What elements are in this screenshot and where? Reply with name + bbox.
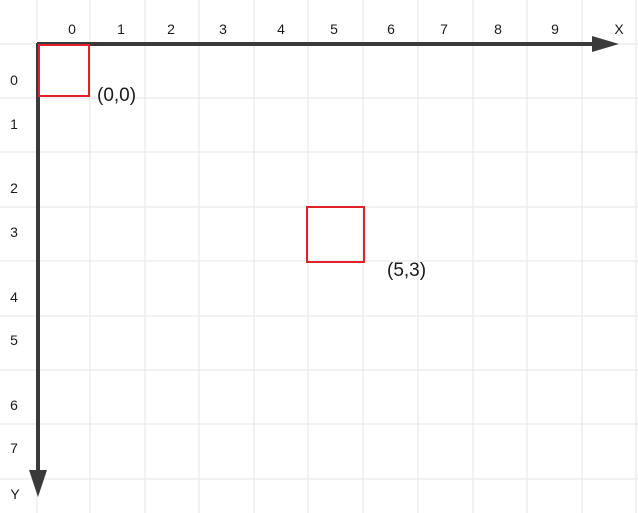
- y-tick: 1: [10, 116, 18, 132]
- x-tick: 2: [167, 21, 175, 37]
- marker-cell-5-3: [306, 206, 365, 263]
- x-tick: 7: [440, 21, 448, 37]
- marker-label-0-0: (0,0): [97, 85, 136, 106]
- x-tick: 5: [330, 21, 338, 37]
- x-tick: 1: [117, 21, 125, 37]
- marker-5-3: (5,3): [306, 206, 426, 281]
- y-tick: 3: [10, 224, 18, 240]
- x-axis-arrow-icon: [592, 36, 619, 52]
- x-tick: 6: [387, 21, 395, 37]
- x-tick-labels: 0 1 2 3 4 5 6 7 8 9: [68, 21, 559, 37]
- y-tick-labels: 0 1 2 3 4 5 6 7: [10, 72, 18, 456]
- y-tick: 4: [10, 289, 18, 305]
- y-tick: 5: [10, 332, 18, 348]
- y-tick: 6: [10, 397, 18, 413]
- x-tick: 9: [551, 21, 559, 37]
- y-tick: 7: [10, 440, 18, 456]
- marker-label-5-3: (5,3): [387, 260, 426, 281]
- x-tick: 8: [494, 21, 502, 37]
- marker-origin: (0,0): [38, 44, 136, 106]
- x-tick: 3: [219, 21, 227, 37]
- x-axis-label: X: [614, 21, 624, 37]
- y-tick: 2: [10, 180, 18, 196]
- x-tick: 0: [68, 21, 76, 37]
- y-axis: Y: [10, 43, 47, 502]
- x-tick: 4: [277, 21, 285, 37]
- y-tick: 0: [10, 72, 18, 88]
- y-axis-label: Y: [10, 486, 20, 502]
- y-axis-arrow-icon: [29, 470, 47, 497]
- marker-cell-0-0: [38, 44, 90, 97]
- x-axis: X: [37, 21, 624, 52]
